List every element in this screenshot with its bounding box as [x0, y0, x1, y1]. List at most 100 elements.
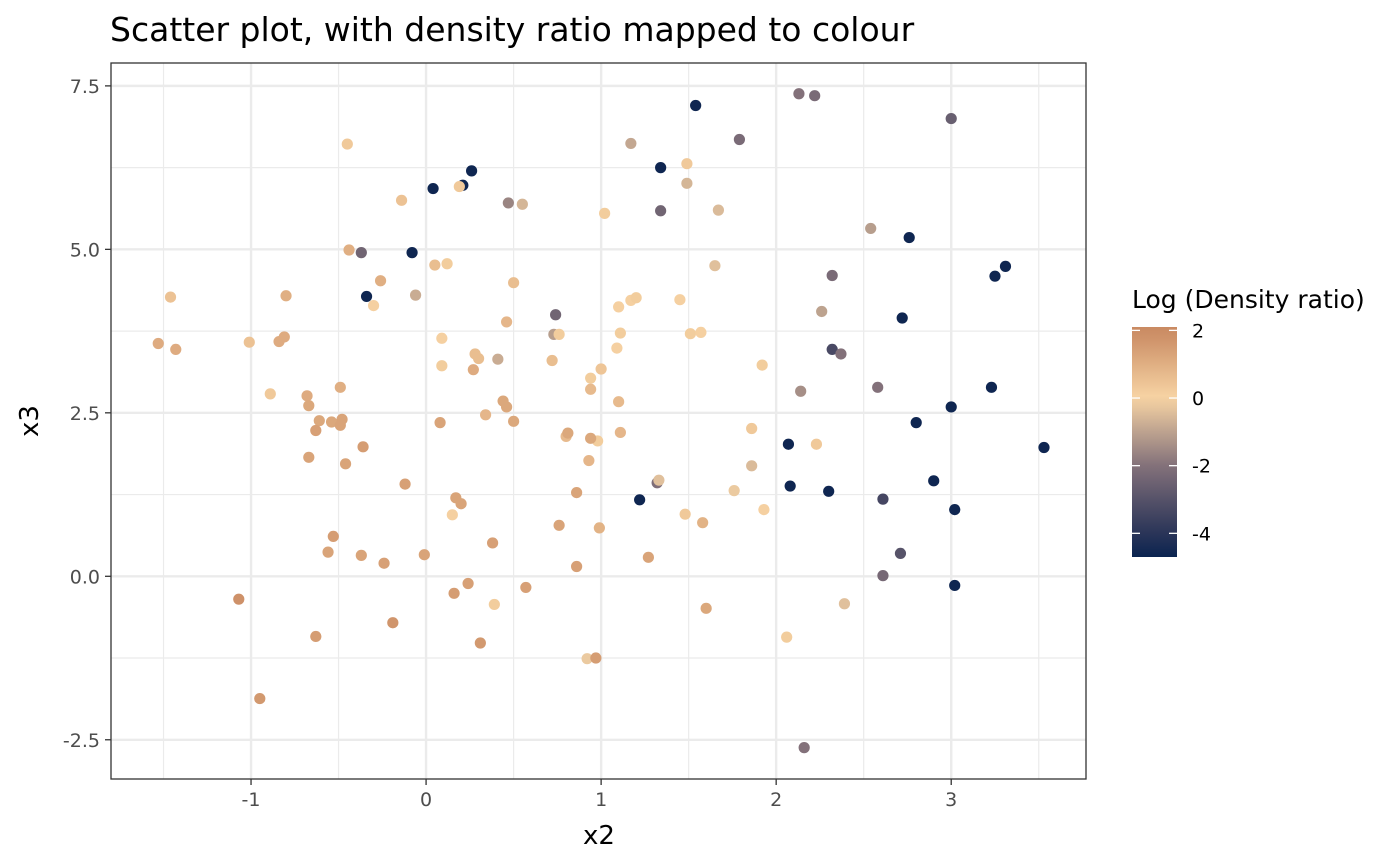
data-point: [595, 363, 607, 375]
data-point: [406, 247, 418, 259]
data-point: [441, 258, 453, 270]
data-point: [355, 247, 367, 259]
data-point: [945, 401, 957, 413]
data-point: [474, 637, 486, 649]
data-point: [310, 630, 322, 643]
data-point: [516, 198, 528, 210]
data-point: [313, 415, 325, 427]
x-axis-title: x2: [583, 821, 615, 851]
y-tick-label: 0.0: [70, 566, 100, 588]
data-point: [355, 549, 367, 561]
data-point: [999, 260, 1012, 272]
major-gridlines: [111, 63, 1086, 779]
data-point: [418, 549, 430, 561]
data-point: [593, 522, 605, 534]
data-point: [462, 577, 474, 590]
data-point: [613, 301, 625, 313]
data-point: [795, 385, 807, 397]
data-point: [550, 309, 562, 321]
legend-ticks: 2 0 -2 -4: [1132, 320, 1211, 545]
data-point: [280, 290, 292, 302]
data-point: [243, 336, 255, 348]
data-point: [164, 291, 177, 303]
data-point: [546, 354, 558, 367]
data-point: [985, 381, 998, 393]
data-point: [553, 519, 565, 531]
data-point: [429, 259, 441, 271]
data-point: [436, 332, 448, 344]
y-tick-label: 2.5: [70, 403, 100, 425]
data-point: [492, 353, 504, 365]
data-point: [728, 485, 740, 497]
data-point: [357, 441, 369, 453]
data-point: [655, 205, 667, 217]
data-point: [1038, 441, 1050, 454]
data-point: [746, 422, 758, 435]
data-point: [695, 326, 707, 338]
legend-tick-label: 0: [1192, 388, 1204, 410]
data-point: [684, 328, 696, 340]
data-point: [334, 381, 346, 393]
data-point: [838, 598, 851, 610]
data-point: [334, 419, 346, 431]
data-point: [581, 653, 593, 665]
x-tick-label: 2: [770, 789, 782, 811]
data-point: [562, 427, 574, 439]
x-axis: -1 0 1 2 3: [242, 779, 957, 811]
data-point: [709, 260, 721, 272]
plot-panel-border: [110, 62, 1087, 780]
data-point: [378, 557, 390, 569]
chart-title: Scatter plot, with density ratio mapped …: [110, 10, 915, 49]
data-point: [434, 417, 446, 429]
data-point: [681, 177, 693, 189]
x-tick-label: 1: [595, 789, 607, 811]
data-point: [446, 509, 458, 521]
data-point: [798, 742, 810, 754]
data-point: [360, 290, 373, 303]
data-point: [614, 327, 626, 339]
color-legend: Log (Density ratio) 2 0 -2 -4: [1132, 285, 1365, 557]
data-point: [571, 487, 583, 499]
y-tick-label: -2.5: [63, 730, 100, 752]
data-point: [409, 289, 422, 301]
data-point: [399, 478, 411, 490]
data-point: [301, 390, 313, 402]
data-point: [585, 383, 597, 395]
data-point: [630, 292, 642, 304]
data-point: [784, 480, 796, 492]
data-point: [809, 90, 821, 102]
data-point: [455, 498, 467, 510]
data-point: [793, 88, 805, 100]
minor-gridlines: [111, 63, 1086, 779]
data-point: [374, 275, 387, 287]
data-point: [910, 417, 922, 429]
data-point: [322, 546, 334, 558]
data-point: [310, 424, 322, 437]
x-tick-label: 0: [420, 789, 432, 811]
data-point: [508, 277, 520, 289]
data-point: [810, 438, 823, 450]
legend-tick-label: -4: [1192, 523, 1211, 545]
data-point: [756, 359, 768, 371]
data-point: [599, 207, 611, 219]
y-axis: -2.5 0.0 2.5 5.0 7.5: [63, 76, 111, 752]
data-point: [395, 194, 408, 206]
data-point: [712, 204, 725, 216]
data-point: [303, 400, 315, 412]
data-point: [758, 504, 770, 516]
data-point: [679, 508, 691, 520]
data-point: [486, 537, 499, 549]
data-point: [343, 244, 355, 256]
data-point: [467, 364, 479, 376]
y-tick-label: 7.5: [70, 76, 100, 98]
data-point: [697, 517, 709, 529]
data-point: [341, 138, 353, 150]
data-points: [152, 88, 1050, 754]
data-point: [642, 551, 654, 563]
data-point: [170, 343, 182, 355]
data-point: [634, 494, 646, 506]
data-point: [387, 617, 399, 629]
data-point: [877, 570, 889, 582]
data-point: [585, 432, 597, 444]
